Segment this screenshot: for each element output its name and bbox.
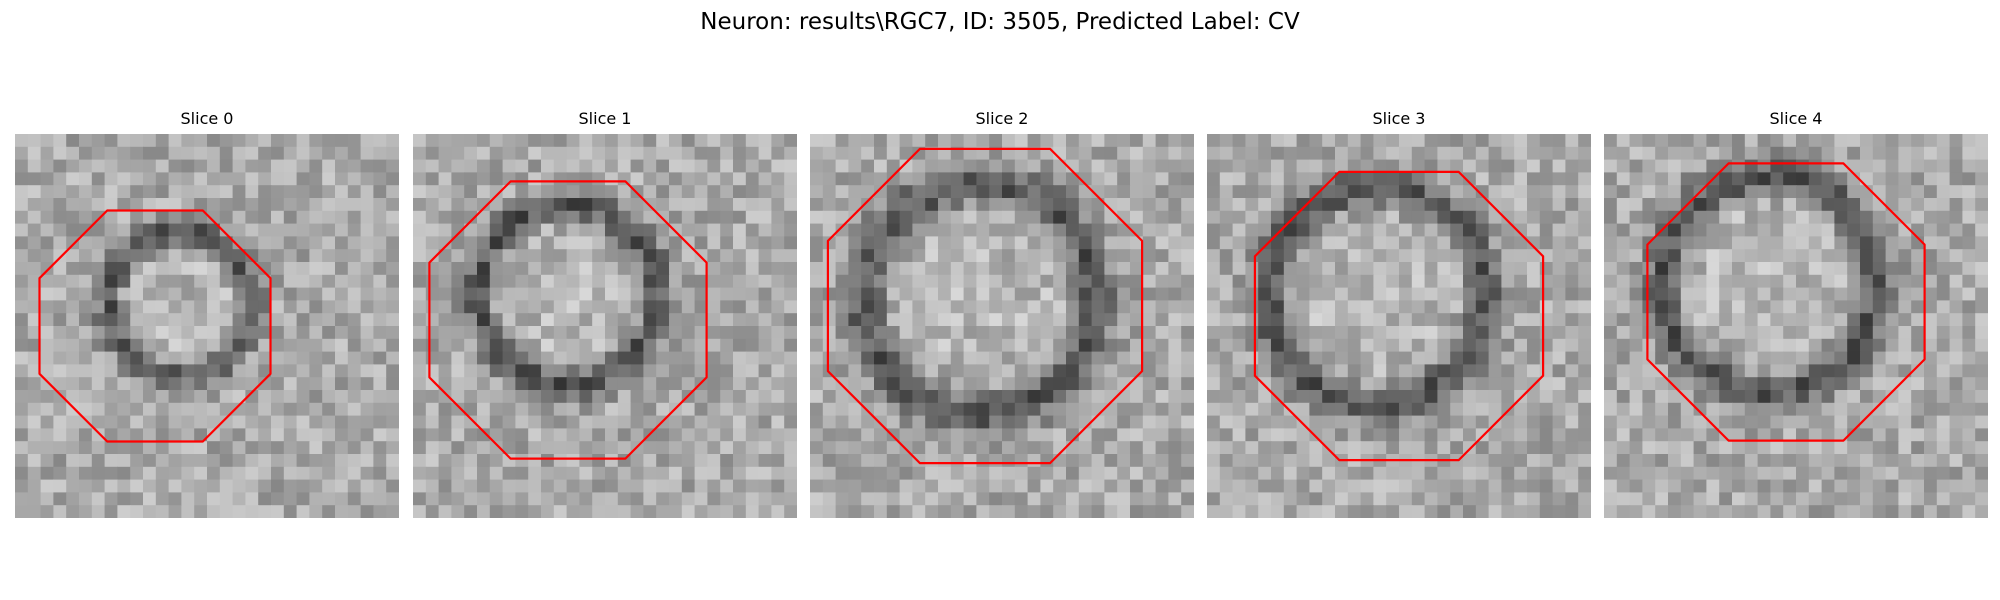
segmentation-contour	[826, 147, 1144, 465]
slice-title: Slice 2	[975, 109, 1029, 128]
micrograph-pixels	[810, 134, 1194, 518]
slice-image	[413, 134, 797, 518]
micrograph-pixels	[15, 134, 399, 518]
slice-title: Slice 1	[578, 109, 632, 128]
slice-image	[1604, 134, 1988, 518]
slice-title: Slice 0	[180, 109, 234, 128]
slice-title: Slice 3	[1372, 109, 1426, 128]
slice-image	[15, 134, 399, 518]
slice-title: Slice 4	[1769, 109, 1823, 128]
segmentation-contour	[1646, 162, 1926, 442]
slice-image	[810, 134, 1194, 518]
segmentation-contour	[428, 180, 708, 460]
micrograph-pixels	[1604, 134, 1988, 518]
segmentation-contour	[1253, 170, 1545, 462]
micrograph-pixels	[413, 134, 797, 518]
slice-image	[1207, 134, 1591, 518]
figure-title: Neuron: results\RGC7, ID: 3505, Predicte…	[700, 9, 1300, 35]
segmentation-contour	[38, 209, 272, 443]
